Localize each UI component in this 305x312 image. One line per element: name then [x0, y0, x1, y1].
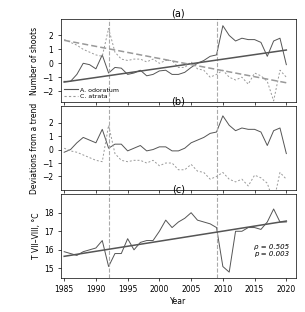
C. atrata: [240, 75, 244, 79]
Text: ρ = 0.505
p = 0.003: ρ = 0.505 p = 0.003: [254, 244, 289, 257]
Line: C. atrata: C. atrata: [64, 28, 286, 101]
A. odoratum: [138, 68, 142, 72]
C. atrata: [189, 60, 193, 64]
C. atrata: [164, 59, 167, 62]
A. odoratum: [120, 66, 123, 70]
C. atrata: [196, 67, 199, 71]
A. odoratum: [227, 34, 231, 37]
C. atrata: [132, 57, 136, 61]
A. odoratum: [259, 41, 263, 44]
C. atrata: [113, 50, 117, 54]
A. odoratum: [151, 72, 155, 76]
A. odoratum: [202, 59, 206, 62]
C. atrata: [265, 80, 269, 83]
A. odoratum: [189, 66, 193, 69]
C. atrata: [234, 78, 237, 82]
C. atrata: [285, 75, 288, 79]
C. atrata: [278, 68, 282, 72]
C. atrata: [126, 59, 130, 62]
Legend: A. odoratum, C. atrata: A. odoratum, C. atrata: [64, 87, 119, 99]
A. odoratum: [75, 72, 79, 76]
A. odoratum: [208, 54, 212, 58]
A. odoratum: [132, 71, 136, 75]
C. atrata: [272, 99, 275, 103]
C. atrata: [215, 72, 218, 76]
A. odoratum: [240, 36, 244, 40]
Title: (b): (b): [171, 96, 185, 106]
C. atrata: [75, 43, 79, 47]
C. atrata: [170, 59, 174, 62]
A. odoratum: [246, 38, 250, 41]
A. odoratum: [285, 63, 288, 66]
C. atrata: [158, 61, 161, 65]
A. odoratum: [164, 68, 167, 72]
C. atrata: [183, 66, 187, 69]
A. odoratum: [145, 74, 149, 78]
A. odoratum: [158, 69, 161, 73]
A. odoratum: [88, 63, 91, 66]
C. atrata: [253, 71, 257, 75]
A. odoratum: [253, 38, 257, 41]
A. odoratum: [107, 71, 110, 75]
C. atrata: [202, 68, 206, 72]
A. odoratum: [100, 53, 104, 57]
C. atrata: [259, 74, 263, 78]
A. odoratum: [272, 39, 275, 43]
A. odoratum: [234, 39, 237, 43]
C. atrata: [94, 53, 98, 57]
A. odoratum: [183, 71, 187, 74]
A. odoratum: [170, 72, 174, 76]
Title: (c): (c): [172, 184, 185, 194]
A. odoratum: [113, 66, 117, 69]
C. atrata: [100, 54, 104, 58]
C. atrata: [177, 66, 180, 69]
C. atrata: [138, 57, 142, 61]
C. atrata: [69, 41, 72, 44]
A. odoratum: [81, 61, 85, 65]
C. atrata: [208, 75, 212, 79]
A. odoratum: [265, 54, 269, 58]
A. odoratum: [62, 80, 66, 83]
C. atrata: [145, 60, 149, 64]
Y-axis label: T VII–VIII, °C: T VII–VIII, °C: [32, 213, 41, 259]
A. odoratum: [278, 36, 282, 40]
C. atrata: [221, 68, 225, 72]
A. odoratum: [126, 72, 130, 76]
C. atrata: [151, 57, 155, 61]
C. atrata: [81, 47, 85, 51]
C. atrata: [107, 27, 110, 30]
C. atrata: [227, 75, 231, 79]
Y-axis label: Deviations from a trend: Deviations from a trend: [30, 103, 39, 194]
A. odoratum: [221, 24, 225, 27]
A. odoratum: [177, 72, 180, 76]
Y-axis label: Number of shoots: Number of shoots: [30, 27, 39, 95]
C. atrata: [62, 38, 66, 41]
Title: (a): (a): [172, 9, 185, 19]
A. odoratum: [94, 67, 98, 71]
Line: A. odoratum: A. odoratum: [64, 26, 286, 81]
C. atrata: [120, 57, 123, 61]
A. odoratum: [215, 53, 218, 57]
A. odoratum: [69, 80, 72, 83]
C. atrata: [246, 82, 250, 86]
X-axis label: Year: Year: [170, 297, 187, 306]
C. atrata: [88, 50, 91, 54]
A. odoratum: [196, 61, 199, 65]
